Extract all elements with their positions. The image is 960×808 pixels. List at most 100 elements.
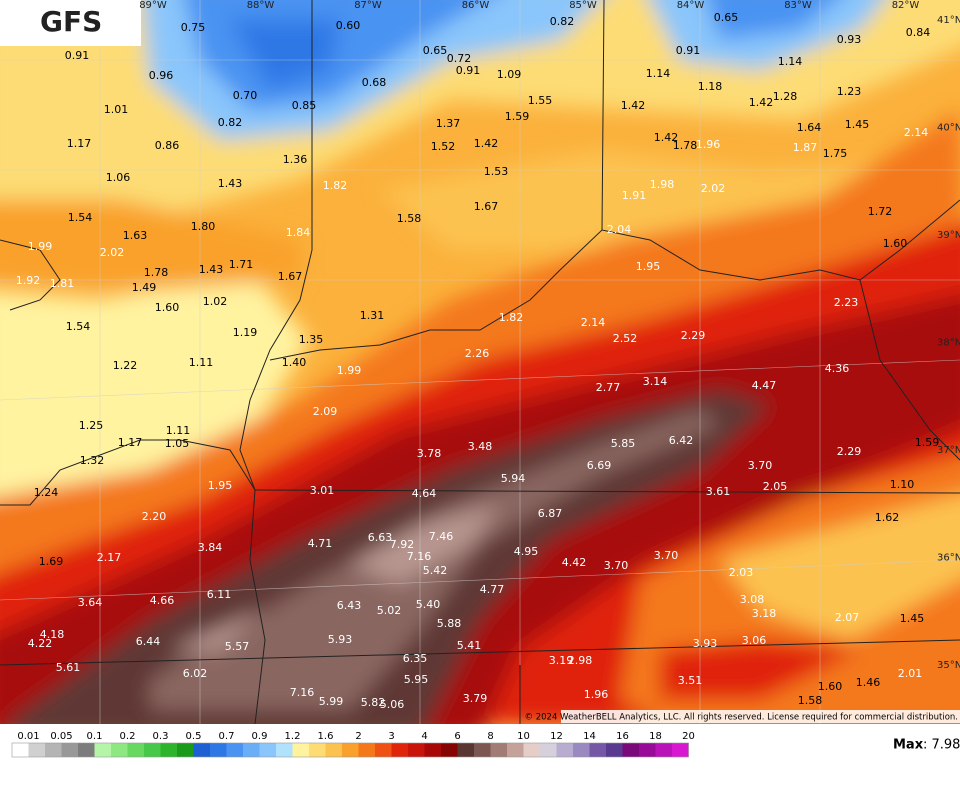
- legend-tick: 4: [421, 731, 427, 742]
- legend-tick: 10: [517, 731, 530, 742]
- point-value: 1.46: [856, 676, 881, 689]
- lat-label: 37°N: [937, 445, 960, 456]
- point-value: 1.87: [793, 141, 818, 154]
- point-value: 5.82: [361, 696, 386, 709]
- point-value: 2.98: [568, 654, 593, 667]
- point-value: 2.23: [834, 296, 859, 309]
- point-value: 1.14: [646, 67, 671, 80]
- point-value: 1.23: [837, 85, 862, 98]
- lon-label: 82°W: [892, 0, 920, 11]
- lon-label: 83°W: [784, 0, 812, 11]
- point-value: 5.61: [56, 661, 81, 674]
- point-value: 2.07: [835, 611, 860, 624]
- point-value: 1.35: [299, 333, 324, 346]
- legend-swatch: [523, 743, 541, 757]
- point-value: 3.84: [198, 541, 223, 554]
- point-value: 2.01: [898, 667, 923, 680]
- point-value: 2.14: [904, 126, 929, 139]
- point-value: 1.53: [484, 165, 509, 178]
- legend-swatch: [292, 743, 310, 757]
- point-value: 4.42: [562, 556, 587, 569]
- point-value: 1.17: [67, 137, 92, 150]
- state-borders: [0, 0, 960, 724]
- lat-label: 35°N: [937, 660, 960, 671]
- point-value: 1.11: [189, 356, 214, 369]
- point-value: 7.92: [390, 538, 415, 551]
- point-value: 1.18: [698, 80, 723, 93]
- point-value: 1.78: [673, 139, 698, 152]
- legend-swatch: [276, 743, 293, 757]
- point-value: 0.60: [336, 19, 361, 32]
- point-value: 1.42: [654, 131, 679, 144]
- point-value: 1.84: [286, 226, 311, 239]
- point-value: 4.71: [308, 537, 333, 550]
- point-value: 3.93: [693, 637, 718, 650]
- legend-swatch: [193, 743, 211, 757]
- point-value: 6.02: [183, 667, 208, 680]
- point-value: 0.75: [181, 21, 206, 34]
- point-value: 0.68: [362, 76, 387, 89]
- point-value: 4.64: [412, 487, 437, 500]
- point-value: 1.52: [431, 140, 456, 153]
- point-value: 1.10: [890, 478, 915, 491]
- point-value: 1.98: [650, 178, 675, 191]
- legend-swatch: [391, 743, 409, 757]
- point-value: 2.14: [581, 316, 606, 329]
- legend-tick: 14: [583, 731, 596, 742]
- point-value: 1.45: [900, 612, 925, 625]
- point-value: 4.77: [480, 583, 505, 596]
- legend-tick: 0.3: [153, 731, 169, 742]
- point-value: 6.69: [587, 459, 612, 472]
- point-value: 5.85: [611, 437, 636, 450]
- legend-tick: 0.1: [87, 731, 103, 742]
- point-value: 5.88: [437, 617, 462, 630]
- lon-label: 85°W: [569, 0, 597, 11]
- point-value: 1.11: [166, 424, 191, 437]
- point-value: 6.42: [669, 434, 694, 447]
- point-value: 5.99: [319, 695, 344, 708]
- point-value: 5.95: [404, 673, 429, 686]
- point-value: 4.66: [150, 594, 175, 607]
- legend-swatch: [309, 743, 326, 757]
- point-value: 6.43: [337, 599, 362, 612]
- point-value: 1.60: [883, 237, 908, 250]
- point-value: 3.70: [654, 549, 679, 562]
- legend-swatch: [342, 743, 359, 757]
- legend-swatch: [457, 743, 475, 757]
- lat-label: 40°N: [937, 123, 960, 134]
- point-value: 0.91: [65, 49, 90, 62]
- point-value: 1.99: [28, 240, 53, 253]
- point-value: 2.17: [97, 551, 122, 564]
- legend-swatch: [177, 743, 194, 757]
- precip-field: [0, 0, 960, 724]
- legend-tick: 0.9: [252, 731, 268, 742]
- legend-tick: 0.2: [120, 731, 136, 742]
- point-value: 1.62: [875, 511, 900, 524]
- point-value: 1.37: [436, 117, 461, 130]
- point-value: 0.96: [149, 69, 174, 82]
- point-value: 0.84: [906, 26, 931, 39]
- lon-label: 87°W: [354, 0, 382, 11]
- point-value: 5.41: [457, 639, 482, 652]
- legend-swatch: [210, 743, 227, 757]
- point-value: 2.04: [607, 223, 632, 236]
- legend-swatch: [375, 743, 392, 757]
- legend-swatch: [28, 743, 46, 757]
- point-value: 1.99: [337, 364, 362, 377]
- point-value: 5.94: [501, 472, 526, 485]
- legend-swatch: [639, 743, 656, 757]
- point-value: 5.57: [225, 640, 250, 653]
- legend-swatch: [358, 743, 376, 757]
- point-value: 2.52: [613, 332, 638, 345]
- legend-swatch: [12, 743, 29, 757]
- point-value: 3.18: [752, 607, 777, 620]
- point-value: 1.05: [165, 437, 190, 450]
- point-value: 0.93: [837, 33, 862, 46]
- point-value: 2.05: [763, 480, 788, 493]
- point-value: 4.47: [752, 379, 777, 392]
- point-value: 2.02: [701, 182, 726, 195]
- point-value: 1.96: [584, 688, 609, 701]
- point-value: 1.54: [68, 211, 93, 224]
- point-value: 5.06: [380, 698, 405, 711]
